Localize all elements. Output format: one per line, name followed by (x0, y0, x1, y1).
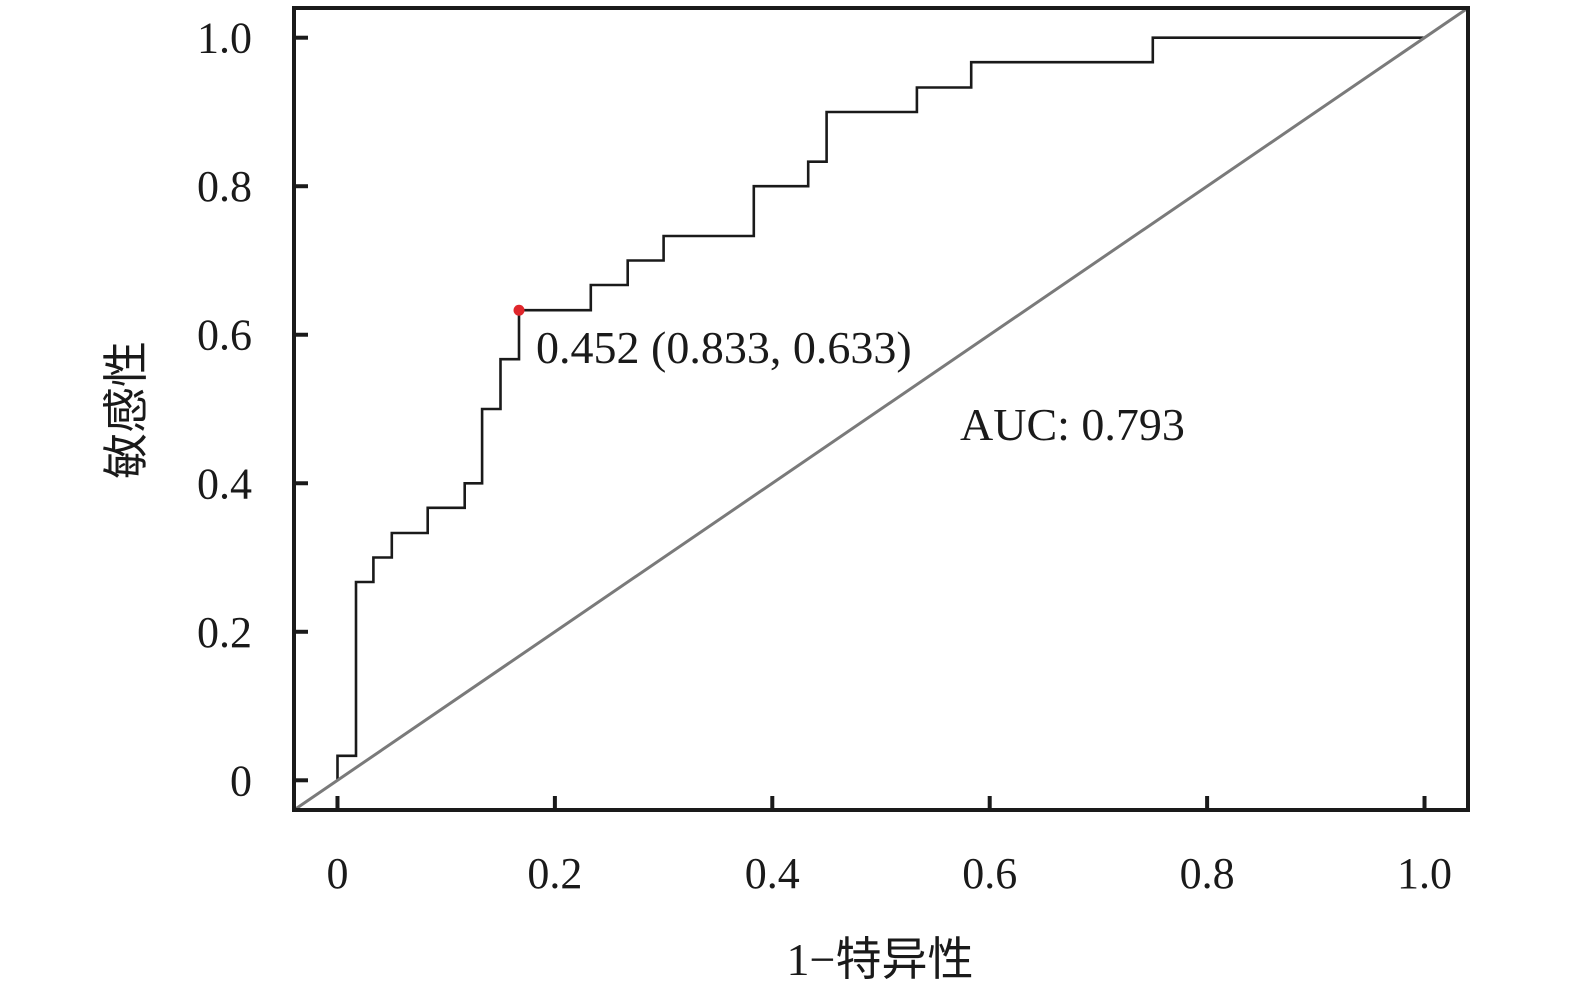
y-tick-label: 0.6 (197, 311, 252, 360)
y-tick-label: 1.0 (197, 14, 252, 63)
optimal-cutoff-point (513, 304, 525, 316)
curves (293, 6, 1469, 812)
y-tick-label: 0.2 (197, 608, 252, 657)
y-tick-label: 0 (230, 756, 252, 805)
y-axis-title: 敏感性 (101, 341, 152, 479)
x-tick-label: 0.2 (527, 849, 582, 898)
y-tick-label: 0.8 (197, 162, 252, 211)
x-axis-ticks: 0 0.2 0.4 0.6 0.8 1.0 (326, 796, 1452, 898)
x-tick-label: 0 (326, 849, 348, 898)
y-axis-ticks: 0 0.2 0.4 0.6 0.8 1.0 (197, 14, 308, 805)
x-axis-title: 1−特异性 (787, 934, 974, 985)
x-tick-label: 0.4 (745, 849, 800, 898)
auc-annotation: AUC: 0.793 (960, 399, 1185, 450)
x-tick-label: 1.0 (1397, 849, 1452, 898)
y-tick-label: 0.4 (197, 459, 252, 508)
plot-frame (292, 6, 1470, 812)
cutoff-label: 0.452 (0.833, 0.633) (536, 322, 912, 373)
x-tick-label: 0.6 (962, 849, 1017, 898)
roc-curve-line (336, 36, 1425, 781)
reference-diagonal-line (293, 6, 1469, 812)
x-tick-label: 0.8 (1180, 849, 1235, 898)
